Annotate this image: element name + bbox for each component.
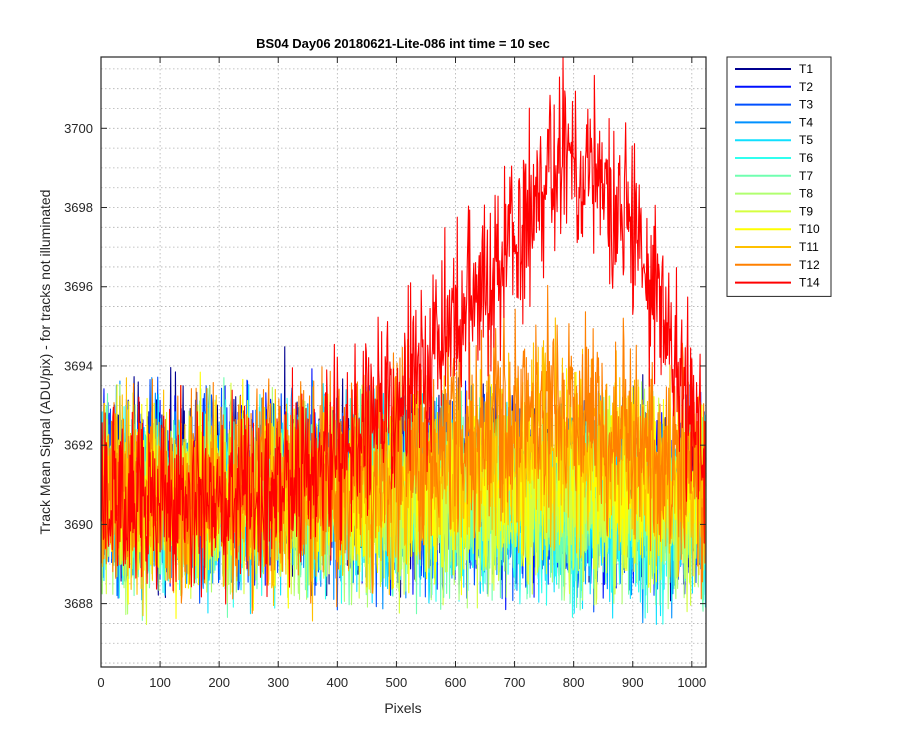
x-tick-label: 600 [445, 675, 467, 690]
legend-label: T10 [799, 222, 820, 236]
series-line-T14 [101, 56, 707, 605]
y-tick-label: 3690 [64, 517, 93, 532]
legend-label: T2 [799, 80, 813, 94]
legend-label: T1 [799, 62, 813, 76]
y-axis-label: Track Mean Signal (ADU/pix) - for tracks… [37, 190, 53, 535]
x-axis-label: Pixels [384, 700, 421, 716]
legend-label: T12 [799, 258, 820, 272]
x-tick-label: 700 [504, 675, 526, 690]
legend-label: T7 [799, 169, 813, 183]
series-layer [101, 56, 707, 626]
y-tick-label: 3688 [64, 596, 93, 611]
x-tick-label: 1000 [677, 675, 706, 690]
y-tick-label: 3694 [64, 358, 93, 373]
legend-label: T3 [799, 98, 813, 112]
x-tick-label: 200 [208, 675, 230, 690]
x-tick-label: 100 [149, 675, 171, 690]
x-tick-label: 800 [563, 675, 585, 690]
legend: T1 T2 T3 T4 T5 T6 T7 T8 T9 T10 T11 T12 T14 [726, 56, 832, 297]
legend-label: T4 [799, 115, 813, 129]
x-tick-labels: 0 100 200 300 400 500 600 700 800 900 1000 [97, 675, 706, 690]
y-tick-label: 3696 [64, 279, 93, 294]
chart-title: BS04 Day06 20180621-Lite-086 int time = … [256, 36, 550, 51]
legend-label: T5 [799, 133, 813, 147]
x-tick-label: 500 [386, 675, 408, 690]
x-tick-label: 0 [97, 675, 104, 690]
legend-label: T6 [799, 151, 813, 165]
legend-label: T9 [799, 204, 813, 218]
y-tick-label: 3692 [64, 438, 93, 453]
y-tick-labels: 3688 3690 3692 3694 3696 3698 3700 [64, 121, 93, 611]
x-tick-label: 400 [326, 675, 348, 690]
x-tick-label: 300 [267, 675, 289, 690]
x-tick-label: 900 [622, 675, 644, 690]
legend-label: T14 [799, 276, 820, 290]
legend-label: T11 [799, 240, 819, 254]
y-tick-label: 3700 [64, 121, 93, 136]
axes-box [100, 56, 707, 668]
legend-label: T8 [799, 187, 813, 201]
axes [100, 56, 707, 668]
y-tick-label: 3698 [64, 200, 93, 215]
